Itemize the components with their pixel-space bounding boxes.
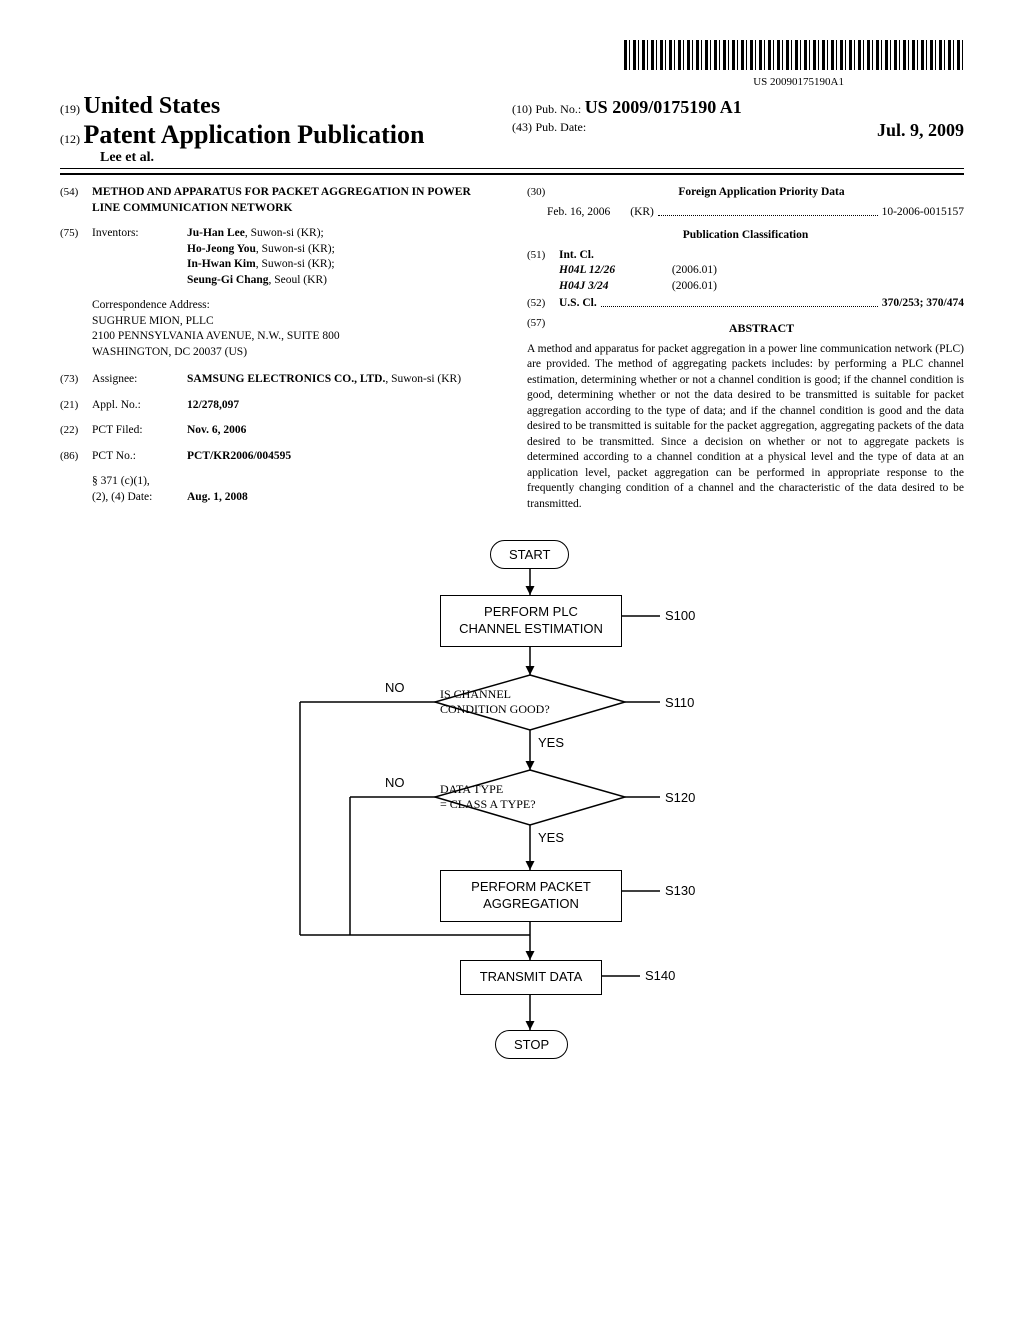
foreign-num: (30) [527,185,559,201]
abstract-num: (57) [527,316,559,340]
corr-label: Correspondence Address: [92,298,497,314]
flow-s120-text: DATA TYPE= CLASS A TYPE? [440,782,620,811]
uscl-num: (52) [527,296,559,312]
pctfiled-value: Nov. 6, 2006 [187,424,246,436]
pub-no-num: (10) [512,102,532,116]
s371-label: § 371 (c)(1), (2), (4) Date: [92,474,187,505]
s371-date: Aug. 1, 2008 [187,491,248,503]
corr-name: SUGHRUE MION, PLLC [92,314,497,330]
assignee-value: SAMSUNG ELECTRONICS CO., LTD., Suwon-si … [187,372,497,388]
dots-icon [658,205,878,216]
correspondence-block: Correspondence Address: SUGHRUE MION, PL… [92,298,497,360]
assignee-name: SAMSUNG ELECTRONICS CO., LTD. [187,373,385,385]
inventor2-loc: , Suwon-si (KR); [256,243,335,255]
intcl2-code: H04J 3/24 [559,280,609,292]
intcl-label: Int. Cl. [559,249,594,261]
flow-s100-box: PERFORM PLC CHANNEL ESTIMATION [440,595,622,647]
country-num: (19) [60,102,80,116]
inventor4-name: Seung-Gi Chang [187,274,268,286]
flow-yes1-label: YES [538,735,564,750]
flow-stop: STOP [495,1030,568,1059]
dots-icon [601,296,878,307]
flowchart: START PERFORM PLC CHANNEL ESTIMATION S10… [60,540,964,1080]
flow-s120-step: S120 [665,790,695,805]
invention-title: METHOD AND APPARATUS FOR PACKET AGGREGAT… [92,185,497,216]
uscl-value: 370/253; 370/474 [882,296,964,312]
pub-date-label: Pub. Date: [536,120,587,134]
abstract-text: A method and apparatus for packet aggreg… [527,342,964,513]
intcl1-code: H04L 12/26 [559,264,615,276]
flow-s100-step: S100 [665,608,695,623]
uscl-label: U.S. Cl. [559,296,597,312]
flow-s130-box: PERFORM PACKET AGGREGATION [440,870,622,922]
flow-s110-step: S110 [665,695,694,710]
pub-no: US 2009/0175190 A1 [585,97,742,117]
intcl-num: (51) [527,248,559,295]
s371-spacer [60,474,92,505]
authors: Lee et al. [100,150,512,166]
pctno-num: (86) [60,449,92,465]
flow-yes2-label: YES [538,830,564,845]
pub-date: Jul. 9, 2009 [877,120,964,141]
right-column: (30) Foreign Application Priority Data F… [527,185,964,515]
applno-value: 12/278,097 [187,399,239,411]
priority-country: (KR) [630,205,654,221]
inventors-label: Inventors: [92,226,187,288]
bibliographic-columns: (54) METHOD AND APPARATUS FOR PACKET AGG… [60,185,964,515]
flow-start: START [490,540,569,569]
flow-s130-step: S130 [665,883,695,898]
inventor3-name: In-Hwan Kim [187,258,256,270]
pub-type-num: (12) [60,132,80,146]
intcl1-year: (2006.01) [672,264,717,276]
inventors-list: Ju-Han Lee, Suwon-si (KR); Ho-Jeong You,… [187,226,497,288]
barcode-area: US 20090175190A1 [60,40,964,88]
intcl2-year: (2006.01) [672,280,717,292]
pub-class-title: Publication Classification [527,228,964,244]
flow-s100-line1: PERFORM PLC [484,604,578,619]
pctfiled-label: PCT Filed: [92,423,187,439]
corr-addr2: WASHINGTON, DC 20037 (US) [92,345,497,361]
assignee-num: (73) [60,372,92,388]
flow-s100-line2: CHANNEL ESTIMATION [459,621,603,636]
pub-date-num: (43) [512,120,532,134]
pctno-value: PCT/KR2006/004595 [187,450,291,462]
inventor3-loc: , Suwon-si (KR); [256,258,335,270]
flow-s140-step: S140 [645,968,675,983]
barcode-icon [624,40,964,70]
flow-no2-label: NO [385,775,405,790]
inventor1-loc: , Suwon-si (KR); [245,227,324,239]
priority-no: 10-2006-0015157 [882,205,964,221]
abstract-title: ABSTRACT [559,320,964,336]
assignee-loc: , Suwon-si (KR) [385,373,461,385]
pub-no-label: Pub. No.: [536,102,582,116]
pctno-label: PCT No.: [92,449,187,465]
corr-addr1: 2100 PENNSYLVANIA AVENUE, N.W., SUITE 80… [92,329,497,345]
assignee-label: Assignee: [92,372,187,388]
applno-label: Appl. No.: [92,398,187,414]
foreign-title: Foreign Application Priority Data [678,186,844,198]
barcode-number: US 20090175190A1 [60,76,844,88]
pub-type: Patent Application Publication [84,120,425,149]
flow-no1-label: NO [385,680,405,695]
inventor2-name: Ho-Jeong You [187,243,256,255]
pctfiled-num: (22) [60,423,92,439]
inventor1-name: Ju-Han Lee [187,227,245,239]
title-num: (54) [60,185,92,216]
left-column: (54) METHOD AND APPARATUS FOR PACKET AGG… [60,185,497,515]
inventor4-loc: , Seoul (KR) [268,274,326,286]
flow-s110-text: IS CHANNELCONDITION GOOD? [440,687,620,716]
priority-date: Feb. 16, 2006 [547,205,610,221]
flow-s140-box: TRANSMIT DATA [460,960,602,995]
country-name: United States [84,93,221,119]
applno-num: (21) [60,398,92,414]
inventors-num: (75) [60,226,92,288]
header-block: (19) United States (12) Patent Applicati… [60,93,964,166]
